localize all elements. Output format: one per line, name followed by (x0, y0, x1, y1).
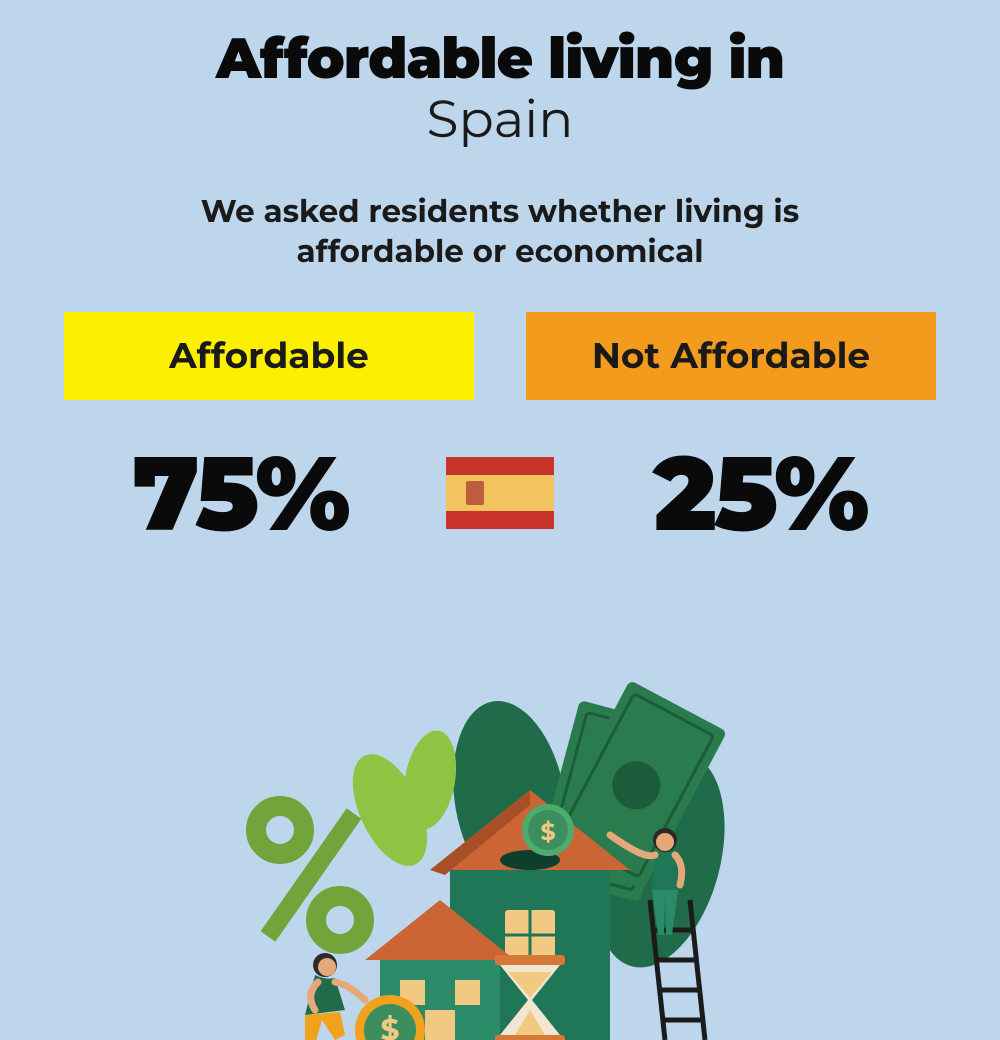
labels-row: Affordable Not Affordable (64, 312, 936, 400)
label-not-affordable: Not Affordable (526, 312, 936, 400)
title-line-2: Spain (427, 88, 574, 151)
stat-affordable: 75% (64, 430, 416, 557)
svg-text:$: $ (540, 818, 555, 847)
title-line-1: Affordable living in (216, 25, 784, 93)
subtitle-text: We asked residents whether living isaffo… (201, 191, 799, 272)
stat-not-affordable: 25% (584, 430, 936, 557)
infographic-container: Affordable living in Spain We asked resi… (0, 0, 1000, 1000)
spain-flag-icon (446, 457, 554, 529)
svg-text:$: $ (380, 1011, 399, 1040)
label-affordable: Affordable (64, 312, 474, 400)
stats-row: 75% 25% (64, 430, 936, 557)
house-savings-illustration: $ (200, 640, 800, 1040)
